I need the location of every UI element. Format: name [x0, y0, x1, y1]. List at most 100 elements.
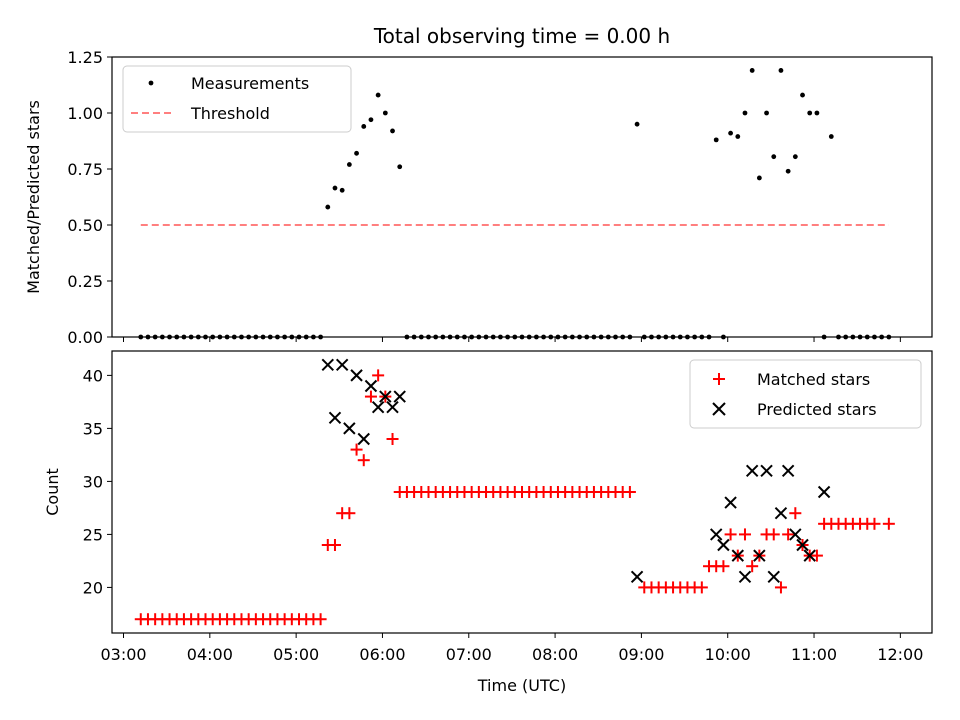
top-y-tick-label: 0.75: [67, 160, 103, 179]
x-tick-label: 05:00: [273, 645, 319, 664]
bottom-panel-legend: Matched stars Predicted stars: [689, 359, 922, 429]
measurements-point: [807, 110, 813, 116]
matched-stars-point: [623, 486, 636, 498]
measurements-point: [785, 168, 791, 174]
matched-stars-point: [868, 517, 881, 530]
measurements-point: [728, 130, 733, 136]
bottom-y-tick-label: 25: [83, 525, 103, 544]
x-tick-label: 11:00: [791, 645, 837, 664]
x-tick-label: 08:00: [532, 645, 578, 664]
bottom-panel-x-axis-label: Time (UTC): [477, 676, 566, 695]
measurements-point: [382, 110, 388, 116]
top-panel-x-ticks: [123, 337, 901, 342]
x-tick-label: 04:00: [187, 645, 233, 664]
predicted-stars-point: [753, 549, 766, 562]
measurements-point: [749, 68, 755, 73]
predicted-stars-point: [371, 400, 385, 414]
bottom-panel: 20 25 30 35 40 03:00 04:00 05:00 06:00 07:00 08:0…: [43, 350, 933, 695]
top-y-tick-label: 0.00: [67, 328, 103, 347]
matched-stars-point: [350, 443, 363, 456]
top-y-tick-label: 0.50: [67, 216, 103, 235]
matched-stars-point: [774, 581, 787, 594]
predicted-stars-point: [724, 496, 737, 509]
predicted-stars-point: [328, 411, 342, 424]
measurements-point: [368, 117, 374, 123]
top-y-tick-label: 0.25: [67, 272, 103, 291]
top-panel: 0.00 0.25 0.50 0.75 1.00 1.25 Matched/Predict…: [24, 48, 933, 347]
measurements-point: [354, 150, 359, 156]
measurements-point: [742, 110, 748, 116]
matched-stars-point: [386, 432, 399, 445]
legend-predicted-marker: [712, 402, 726, 416]
measurements-point: [756, 175, 762, 181]
bottom-panel-y-ticks: 20 25 30 35 40: [83, 366, 112, 597]
measurements-point: [397, 164, 403, 170]
matched-stars-point: [789, 507, 802, 520]
predicted-stars-point: [789, 528, 802, 541]
predicted-stars-point: [393, 390, 406, 403]
predicted-stars-point: [630, 570, 644, 584]
legend-matched-label: Matched stars: [757, 370, 870, 389]
predicted-stars-point: [321, 358, 334, 371]
matched-stars-point: [717, 560, 730, 573]
matched-stars-point: [810, 549, 823, 562]
x-tick-label: 03:00: [100, 645, 146, 664]
measurements-point: [325, 204, 331, 210]
predicted-stars-point: [817, 485, 831, 499]
measurements-point: [764, 110, 769, 116]
predicted-stars-point: [781, 464, 795, 478]
top-legend-frame: [122, 65, 352, 133]
measurements-point: [346, 162, 352, 167]
legend-measurements-label: Measurements: [191, 74, 309, 93]
legend-predicted-label: Predicted stars: [757, 400, 877, 419]
measurements-point: [332, 185, 338, 191]
predicted-stars-point: [350, 369, 363, 382]
matched-stars-point: [343, 507, 356, 520]
legend-matched-marker: [713, 373, 725, 385]
x-tick-label: 09:00: [618, 645, 664, 664]
x-tick-label: 12:00: [877, 645, 923, 664]
bottom-y-tick-label: 40: [83, 366, 103, 385]
predicted-stars-point: [343, 422, 356, 435]
top-panel-y-axis-label: Matched/Predicted stars: [24, 100, 43, 294]
predicted-stars-point: [379, 390, 392, 403]
predicted-stars-point: [774, 506, 788, 520]
predicted-stars-point: [357, 432, 370, 446]
bottom-panel-x-ticks: 03:00 04:00 05:00 06:00 07:00 08:00 09:00 10:00…: [100, 633, 923, 664]
x-tick-label: 06:00: [359, 645, 405, 664]
top-panel-y-ticks: 0.00 0.25 0.50 0.75 1.00 1.25: [67, 48, 112, 347]
matched-stars-point: [357, 454, 370, 467]
matched-stars-point: [767, 528, 780, 541]
top-y-tick-label: 1.00: [67, 104, 103, 123]
measurements-point: [778, 68, 784, 73]
predicted-stars-point: [335, 358, 349, 371]
matched-stars-point: [724, 528, 737, 541]
matched-stars-point: [782, 528, 795, 541]
measurements-point: [814, 110, 820, 116]
predicted-stars-point: [796, 538, 809, 552]
legend-measurements-marker: [148, 80, 154, 86]
measurements-point: [713, 137, 719, 143]
bottom-panel-frame: [111, 350, 933, 634]
predicted-stars-point: [738, 570, 752, 584]
matched-stars-point: [328, 539, 341, 552]
top-y-tick-label: 1.25: [67, 48, 103, 67]
predicted-stars-point: [386, 400, 399, 414]
predicted-stars-point: [745, 464, 759, 478]
measurements-point: [771, 154, 777, 160]
figure-title: Total observing time = 0.00 h: [373, 24, 670, 48]
x-tick-label: 07:00: [446, 645, 492, 664]
legend-threshold-label: Threshold: [190, 104, 270, 123]
top-panel-marks: [138, 68, 892, 340]
measurements-point: [735, 134, 741, 139]
predicted-stars-point: [717, 538, 730, 552]
measurements-point: [634, 121, 640, 127]
bottom-y-tick-label: 35: [83, 419, 103, 438]
measurements-point: [375, 92, 381, 98]
matched-stars-point: [372, 369, 385, 382]
bottom-y-tick-label: 30: [83, 472, 103, 491]
measurements-point: [390, 128, 395, 134]
x-tick-label: 10:00: [705, 645, 751, 664]
matched-stars-point: [314, 613, 327, 626]
matched-stars-point: [738, 528, 751, 541]
